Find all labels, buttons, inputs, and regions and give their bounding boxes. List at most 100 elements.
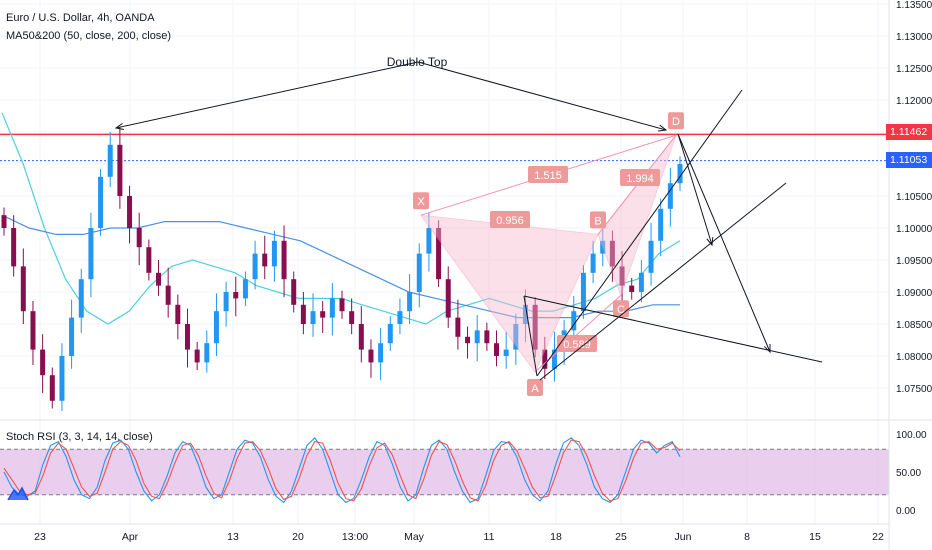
candle-body [20,266,26,312]
projection-arrow-long [677,133,771,353]
candle-body [378,343,384,363]
candle-body [445,279,451,318]
candle-body [127,196,133,228]
projection-arrow-long-head [763,343,771,354]
candle-body [426,228,432,254]
stoch-rsi-lines [3,436,681,504]
candle-body [416,253,422,292]
candle-body [677,164,683,184]
time-tick-label: Apr [122,531,139,543]
candle-body [59,356,65,401]
stoch-k-line [3,436,681,504]
double-top-arrow-right [417,61,667,131]
candle-body [146,247,152,273]
price-tick-label: 1.09500 [896,256,932,267]
projection-arrow-short [677,133,713,246]
candle-body [98,176,104,228]
candle-body [213,311,219,344]
stoch-rsi-band [0,448,889,496]
time-tick-label: 25 [615,531,627,543]
candle-body [252,253,258,280]
candle-body [658,208,664,241]
candle-body [648,240,654,273]
time-axis: 23 Apr 13 20 13:00 May 11 18 25 Jun 8 15 22 [34,531,884,543]
time-tick-label: 13 [227,531,239,543]
candle-body [349,311,355,324]
ratio-badge [490,211,530,228]
price-tick-label: 1.13500 [896,0,932,11]
candle-body [175,304,181,324]
tradingview-logo-icon [6,484,30,509]
candle-body [30,311,36,350]
candle-body [609,240,615,267]
pattern-point-label: D [672,116,680,128]
candle-body [107,144,113,177]
time-tick-label: 23 [34,531,46,543]
ratio-label: 0.589 [563,339,591,351]
ma200-line [1,214,680,319]
candle-body [223,292,229,312]
candle-body [194,349,200,363]
candle-body [262,253,268,267]
candle-body [88,228,94,280]
candle-body [484,330,490,344]
candle-body [300,304,306,324]
stoch-tick-label: 100.00 [896,430,927,441]
pattern-point-badge [590,211,606,229]
candle-body [281,240,287,280]
ratio-badge [557,335,597,352]
candle-body [320,311,326,318]
double-top-arrow-left-head [114,122,124,130]
harmonic-pattern: X A B C D 1.515 0.956 1.994 0.589 Double Top [114,55,823,396]
price-tick-label: 1.08500 [896,320,932,331]
last-price-label: 1.11053 [886,152,932,168]
stoch-tick-label: 0.00 [896,506,916,517]
pattern-point-badge [668,112,684,130]
price-tick-label: 1.12500 [896,64,932,75]
pattern-point-badge [613,300,629,318]
candle-body [204,343,210,363]
candlesticks [1,126,683,412]
candle-body [310,311,316,324]
candle-body [638,272,644,292]
candle-body [1,215,7,228]
resistance-price-label: 1.11462 [886,124,932,140]
time-tick-label: 22 [872,531,884,543]
candle-body [551,349,557,369]
candle-body [233,292,239,299]
channel-upper-line [536,89,743,377]
candle-body [156,272,162,286]
candle-body [503,349,509,356]
candle-body [329,298,335,318]
candle-body [242,279,248,299]
double-top-label: Double Top [387,55,448,69]
candle-body [11,228,17,267]
candle-body [629,285,635,292]
candle-body [69,317,75,356]
price-tick-label: 1.12000 [896,96,932,107]
horizontal-lines [0,133,889,162]
time-tick-label: 11 [484,531,495,543]
candle-body [165,285,171,305]
price-tick-label: 1.10000 [896,224,932,235]
stoch-d-line [3,439,681,502]
candle-body [407,292,413,312]
ratio-label: 0.956 [496,215,524,227]
symbol-title: Euro / U.S. Dollar, 4h, OANDA [6,12,155,24]
time-tick-label: 20 [292,531,304,543]
stoch-rsi-title: Stoch RSI (3, 3, 14, 14, close) [6,431,153,443]
ma-legend: MA50&200 (50, close, 200, close) [6,30,172,42]
price-tick-label: 1.10500 [896,192,932,203]
candle-body [474,330,480,344]
candle-body [522,304,528,324]
candle-body [513,324,519,350]
ratio-badge [528,166,568,183]
candle-body [368,349,374,363]
candle-body [600,240,606,254]
price-tick-label: 1.13000 [896,32,932,43]
price-tick-label: 1.09000 [896,288,932,299]
price-tick-label: 1.07500 [896,384,932,395]
candle-body [291,279,297,305]
time-tick-label: 15 [809,531,821,543]
